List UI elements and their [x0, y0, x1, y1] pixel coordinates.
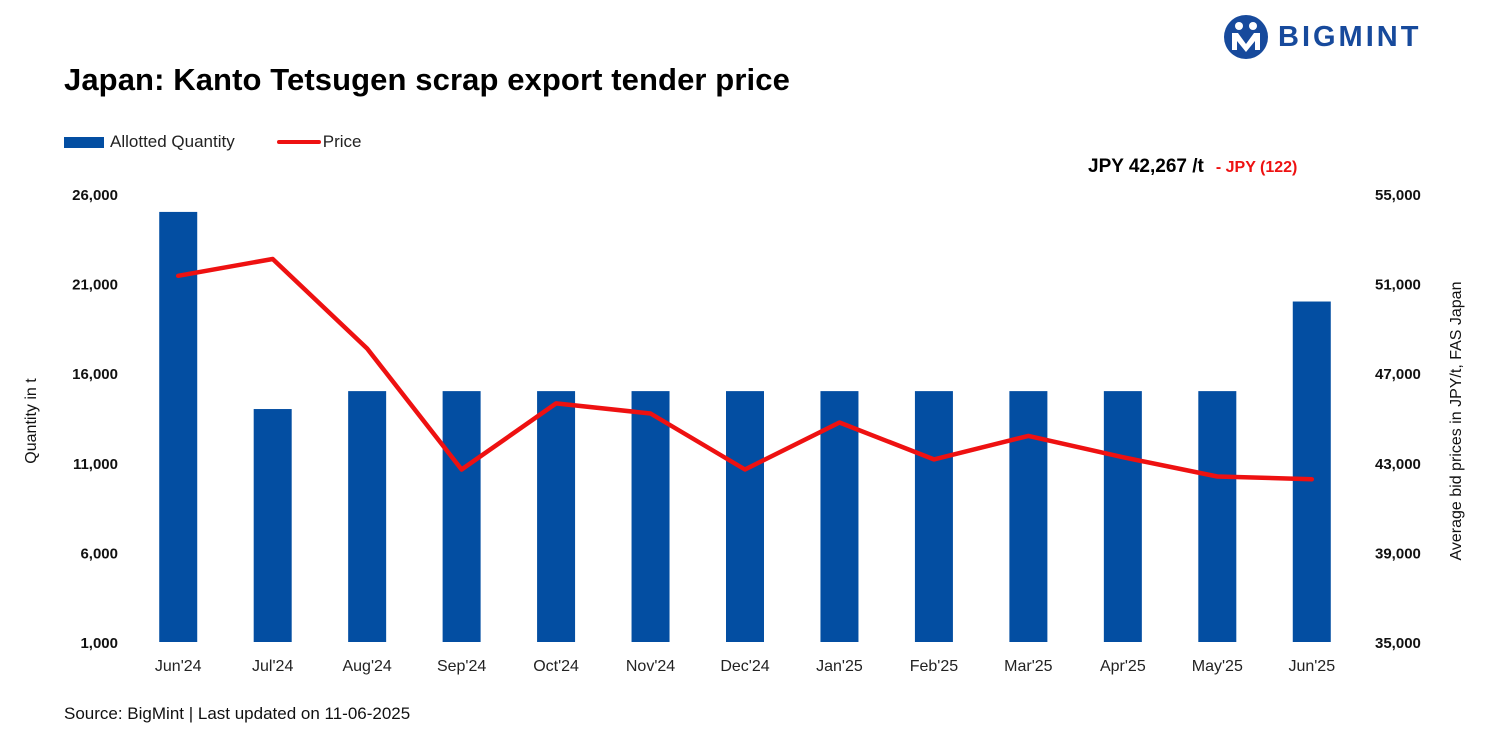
latest-price-change: - JPY (122) [1215, 159, 1298, 176]
y-left-tick-label: 1,000 [80, 635, 118, 652]
y-right-tick-label: 55,000 [1375, 187, 1421, 204]
x-tick-label: Oct'24 [533, 658, 579, 675]
x-tick-label: Jun'25 [1288, 658, 1335, 675]
y-right-tick-label: 35,000 [1375, 635, 1421, 652]
legend-line-swatch [276, 140, 321, 144]
legend-label-price: Price [322, 132, 362, 151]
chart-legend: Allotted Quantity Price [64, 132, 403, 152]
bar-2 [253, 409, 292, 642]
legend-item-price: Price [276, 132, 362, 152]
x-tick-label: Jul'24 [252, 658, 293, 675]
x-tick-label: May'25 [1192, 658, 1243, 675]
x-tick-label: Apr'25 [1100, 658, 1146, 675]
y-right-tick-label: 47,000 [1375, 366, 1421, 383]
x-tick-label: Jan'25 [816, 658, 863, 675]
y-right-tick-label: 39,000 [1375, 545, 1421, 562]
x-tick-label: Nov'24 [626, 658, 675, 675]
y-right-tick-label: 43,000 [1375, 456, 1421, 473]
y-left-axis-title: Quantity in t [23, 378, 40, 464]
y-left-tick-label: 26,000 [72, 187, 118, 204]
chart-title: Japan: Kanto Tetsugen scrap export tende… [64, 62, 790, 97]
bar-1 [159, 211, 198, 643]
bar-6 [631, 391, 670, 642]
bar-4 [442, 391, 481, 642]
bar-9 [914, 391, 953, 642]
x-tick-label: Feb'25 [910, 658, 959, 675]
latest-price: JPY 42,267 /t [1088, 156, 1204, 177]
legend-bar-swatch [64, 136, 104, 148]
legend-label-quantity: Allotted Quantity [110, 132, 235, 151]
y-left-tick-label: 16,000 [72, 366, 118, 383]
x-tick-label: Jun'24 [155, 658, 202, 675]
bar-11 [1103, 391, 1142, 642]
bar-10 [1009, 391, 1048, 642]
bar-7 [726, 391, 764, 642]
bar-5 [537, 391, 576, 642]
legend-item-quantity: Allotted Quantity [64, 132, 235, 152]
bar-8 [820, 391, 859, 642]
bar-12 [1198, 391, 1237, 642]
bar-3 [348, 391, 387, 642]
y-left-tick-label: 21,000 [72, 277, 118, 294]
latest-price-callout: JPY 42,267 /t - JPY (122) [1088, 156, 1297, 178]
bar-13 [1292, 301, 1331, 642]
y-left-tick-label: 11,000 [73, 456, 118, 473]
source-note: Source: BigMint | Last updated on 11-06-… [64, 704, 411, 723]
y-left-tick-label: 6,000 [80, 545, 118, 562]
brand-logo: BIGMINT [1222, 14, 1421, 60]
x-tick-label: Aug'24 [342, 658, 391, 675]
y-right-axis-title: Average bid prices in JPY/t, FAS Japan [1448, 282, 1465, 561]
brand-name: BIGMINT [1278, 20, 1422, 53]
x-tick-label: Dec'24 [720, 658, 769, 675]
x-tick-label: Mar'25 [1004, 658, 1053, 675]
x-tick-label: Sep'24 [437, 658, 486, 675]
bigmint-logo-icon [1224, 15, 1268, 59]
y-right-tick-label: 51,000 [1375, 277, 1421, 294]
